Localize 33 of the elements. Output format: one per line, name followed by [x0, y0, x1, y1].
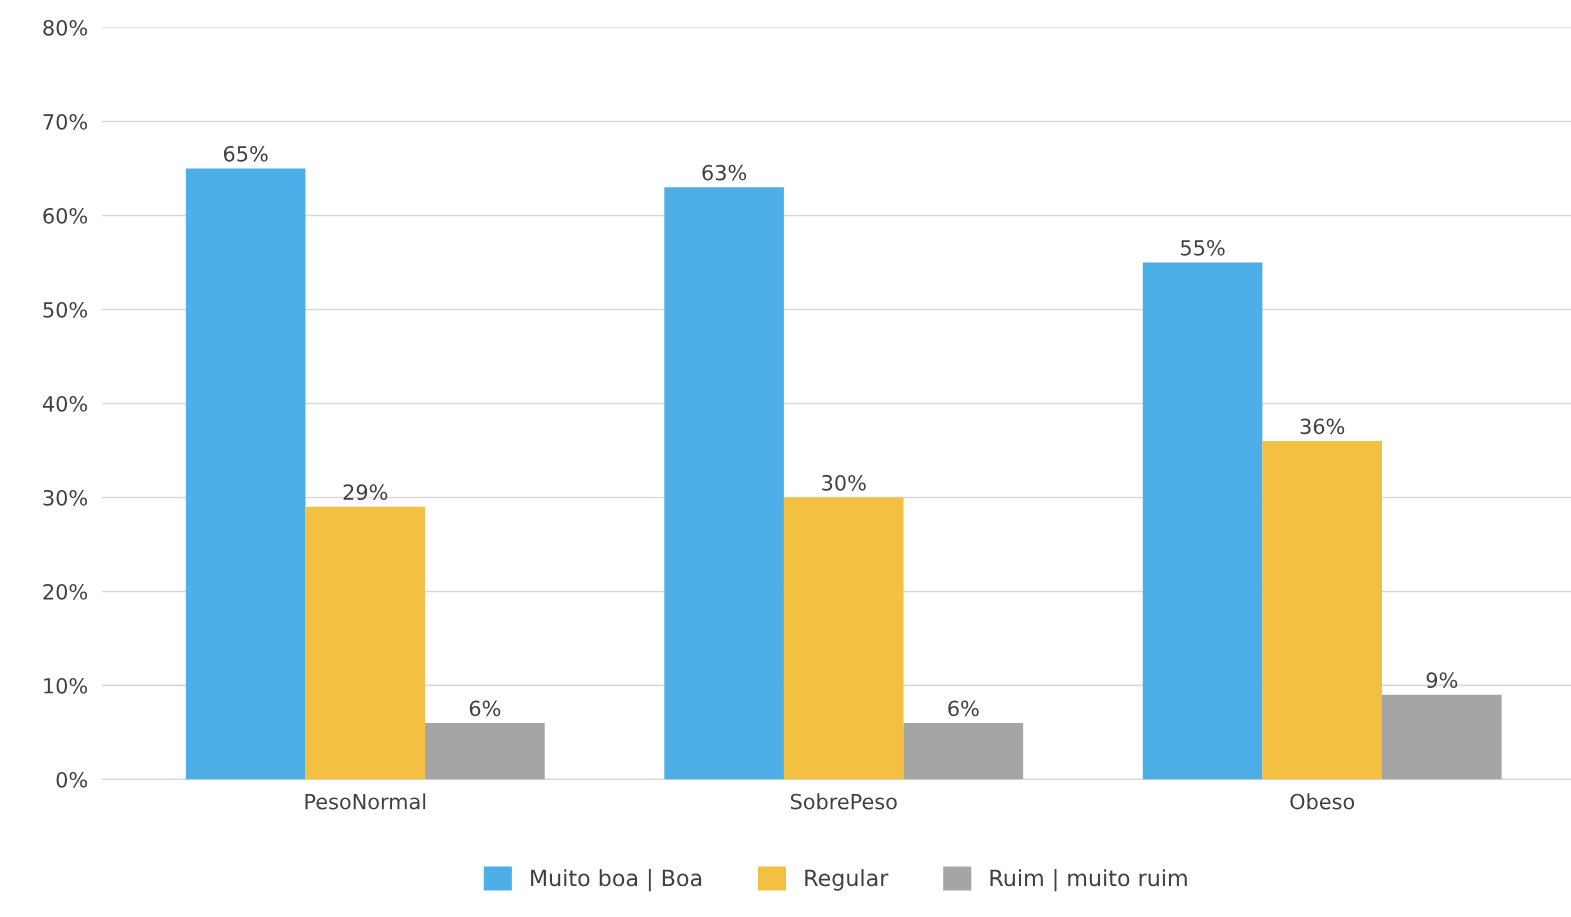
bar: [1142, 262, 1263, 780]
legend-label: Ruim | muito ruim: [990, 869, 1187, 892]
data-label: 6%: [469, 700, 501, 717]
bar: [425, 723, 545, 780]
data-label: 30%: [822, 474, 866, 491]
data-label: 55%: [1181, 239, 1225, 256]
bar: [664, 187, 784, 780]
y-tick-label: 0%: [56, 771, 88, 788]
bar: [305, 506, 426, 780]
bar: [185, 168, 306, 780]
bar: [1382, 694, 1502, 780]
y-tick-label: 70%: [43, 113, 88, 130]
bar: [1262, 441, 1383, 780]
x-tick-label: SobrePeso: [790, 793, 897, 810]
data-label: 6%: [948, 700, 979, 717]
y-tick-label: 20%: [43, 583, 88, 600]
y-tick-label: 40%: [42, 395, 88, 412]
y-tick-label: 80%: [43, 19, 88, 36]
x-tick-label: PesoNormal: [305, 793, 426, 810]
x-tick-label: Obeso: [1290, 793, 1355, 810]
data-label: 9%: [1426, 672, 1458, 689]
data-label: 29%: [343, 484, 388, 501]
data-label: 36%: [1300, 418, 1345, 435]
y-tick-label: 50%: [43, 301, 88, 318]
bar: [903, 723, 1024, 780]
data-label: 65%: [223, 145, 268, 162]
data-label: 63%: [702, 164, 747, 181]
y-tick-label: 60%: [43, 207, 88, 224]
y-tick-label: 30%: [43, 489, 88, 506]
legend-label: Regular: [805, 869, 889, 891]
legend-label: Muito boa | Boa: [531, 869, 702, 892]
bar: [783, 497, 904, 780]
y-tick-label: 10%: [44, 677, 88, 694]
